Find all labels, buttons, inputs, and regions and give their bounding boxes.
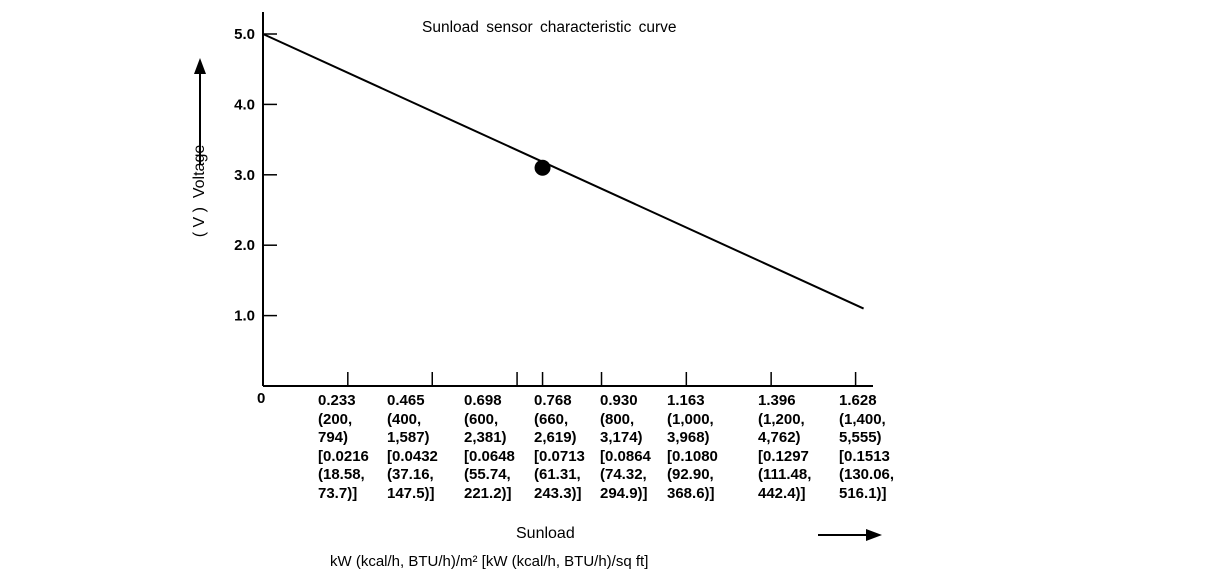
y-arrow-icon — [194, 58, 206, 74]
x-tick-label: 0.768 (660, 2,619) [0.0713 (61.31, 243.3… — [534, 392, 585, 502]
y-label-text: Voltage — [191, 144, 208, 199]
x-tick-label: 0.930 (800, 3,174) [0.0864 (74.32, 294.9… — [600, 392, 651, 502]
y-units: ( V ) — [191, 207, 208, 238]
x-tick-label: 0.698 (600, 2,381) [0.0648 (55.74, 221.2… — [464, 392, 515, 502]
x-arrow-icon — [866, 529, 882, 541]
y-tick-label: 4.0 — [234, 96, 255, 113]
data-point-marker — [534, 159, 551, 176]
x-tick-label: 1.163 (1,000, 3,968) [0.1080 (92.90, 368… — [667, 392, 718, 502]
x-axis-label: Sunload — [516, 525, 575, 542]
y-tick-label: 1.0 — [234, 308, 255, 325]
series-line — [262, 33, 865, 310]
x-tick-label: 0.465 (400, 1,587) [0.0432 (37.16, 147.5… — [387, 392, 438, 502]
y-tick-label: 5.0 — [234, 26, 255, 43]
x-tick-label: 1.628 (1,400, 5,555) [0.1513 (130.06, 51… — [839, 392, 895, 502]
x-origin-label: 0 — [257, 390, 265, 407]
chart-title: Sunload sensor characteristic curve — [422, 19, 677, 36]
x-tick-label: 1.396 (1,200, 4,762) [0.1297 (111.48, 44… — [758, 392, 812, 502]
x-axis-units: kW (kcal/h, BTU/h)/m² [kW (kcal/h, BTU/h… — [330, 553, 649, 570]
y-tick-label: 2.0 — [234, 237, 255, 254]
y-tick-label: 3.0 — [234, 167, 255, 184]
x-tick-label: 0.233 (200, 794) [0.0216 (18.58, 73.7)] — [318, 392, 369, 502]
y-axis-label: ( V ) Voltage — [191, 111, 209, 271]
